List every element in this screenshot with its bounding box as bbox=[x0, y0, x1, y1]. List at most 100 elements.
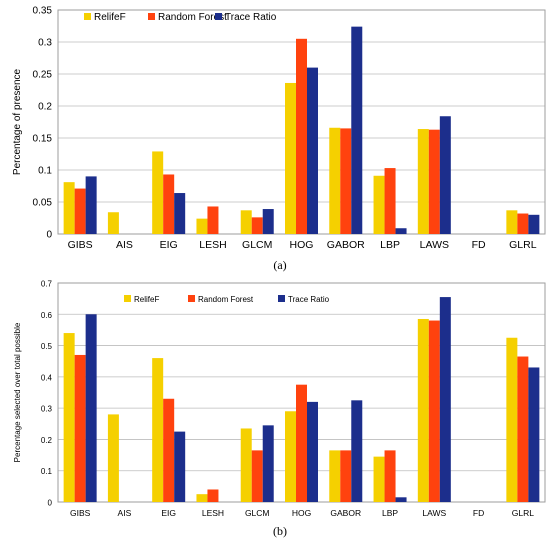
bar bbox=[152, 151, 164, 234]
y-tick-label: 0.15 bbox=[33, 134, 53, 145]
x-tick-label: EIG bbox=[161, 508, 176, 518]
y-axis-label: Percentage of presence bbox=[12, 68, 23, 175]
legend-swatch bbox=[148, 13, 155, 20]
x-tick-label: GIBS bbox=[70, 508, 91, 518]
x-tick-label: LBP bbox=[380, 239, 400, 251]
bar bbox=[528, 367, 540, 502]
bar bbox=[240, 210, 252, 234]
x-tick-label: GLRL bbox=[509, 239, 537, 251]
bar bbox=[163, 398, 175, 502]
bar bbox=[373, 175, 385, 234]
bar bbox=[207, 206, 219, 234]
x-tick-label: AIS bbox=[118, 508, 132, 518]
panel-caption-b: (b) bbox=[273, 524, 287, 538]
bar bbox=[395, 497, 407, 502]
x-tick-label: LESH bbox=[202, 508, 224, 518]
chart-b: 0 0.1 0.2 0.3 0.4 0.5 0.6 0.7 Percentage selecte… bbox=[13, 280, 546, 518]
bar bbox=[196, 494, 208, 502]
y-tick-label: 0.2 bbox=[38, 102, 52, 113]
bar bbox=[351, 26, 363, 234]
bar bbox=[74, 188, 86, 234]
x-tick-label: FD bbox=[473, 508, 484, 518]
x-tick-label: LESH bbox=[199, 239, 226, 251]
legend-swatch bbox=[84, 13, 91, 20]
legend-label: Trace Ratio bbox=[225, 12, 277, 23]
y-tick-label: 0.6 bbox=[41, 311, 53, 320]
x-tick-label: HOG bbox=[292, 508, 311, 518]
bar bbox=[428, 320, 440, 502]
bar bbox=[428, 129, 440, 234]
x-tick-label: GLRL bbox=[512, 508, 534, 518]
bar bbox=[251, 450, 263, 502]
bar bbox=[152, 358, 164, 502]
y-axis-label: Percentage selected over total possible bbox=[13, 322, 22, 462]
bar bbox=[439, 297, 451, 502]
bar bbox=[107, 414, 119, 502]
x-tick-label: LBP bbox=[382, 508, 398, 518]
legend-swatch bbox=[278, 295, 285, 302]
legend-label: RelifeF bbox=[134, 295, 159, 304]
legend-label: Trace Ratio bbox=[288, 295, 330, 304]
bar bbox=[240, 428, 252, 502]
x-tick-label: HOG bbox=[290, 239, 314, 251]
y-tick-label: 0 bbox=[48, 499, 53, 508]
y-tick-label: 0 bbox=[46, 230, 52, 241]
x-tick-label: AIS bbox=[116, 239, 133, 251]
y-tick-label: 0.1 bbox=[41, 467, 53, 476]
y-tick-label: 0.5 bbox=[41, 342, 53, 351]
bar bbox=[285, 411, 296, 502]
y-tick-label: 0.7 bbox=[41, 280, 53, 289]
bar bbox=[384, 450, 396, 502]
y-tick-label: 0.3 bbox=[38, 38, 52, 49]
y-tick-label: 0.2 bbox=[41, 436, 53, 445]
bar bbox=[85, 176, 97, 234]
bar bbox=[285, 82, 296, 235]
x-tick-label: FD bbox=[472, 239, 486, 251]
bar bbox=[196, 218, 208, 234]
bar bbox=[296, 38, 307, 234]
bar bbox=[63, 333, 75, 502]
bar bbox=[251, 217, 263, 234]
bar bbox=[351, 400, 363, 502]
x-tick-label: GIBS bbox=[68, 239, 93, 251]
panel-caption-a: (a) bbox=[273, 258, 287, 272]
x-tick-label: GLCM bbox=[242, 239, 272, 251]
bar bbox=[163, 174, 175, 234]
bar bbox=[439, 116, 451, 234]
bar bbox=[417, 318, 429, 502]
bar bbox=[329, 127, 341, 234]
legend-label: Random Forest bbox=[158, 12, 227, 23]
bar bbox=[329, 450, 341, 502]
bar bbox=[85, 314, 97, 502]
bar bbox=[517, 213, 529, 234]
bar bbox=[528, 214, 540, 234]
y-tick-label: 0.4 bbox=[41, 373, 53, 382]
bar bbox=[517, 356, 529, 502]
x-tick-label: GLCM bbox=[245, 508, 270, 518]
x-tick-label: EIG bbox=[160, 239, 178, 251]
bar bbox=[296, 384, 307, 502]
bar bbox=[506, 337, 518, 502]
bar bbox=[417, 129, 429, 234]
legend-label: Random Forest bbox=[198, 295, 254, 304]
bar bbox=[74, 354, 86, 502]
bar bbox=[340, 128, 352, 234]
x-tick-label: GABOR bbox=[327, 239, 365, 251]
bar bbox=[307, 67, 318, 234]
bar bbox=[395, 228, 407, 234]
bar bbox=[307, 401, 318, 502]
y-tick-label: 0.05 bbox=[33, 198, 53, 209]
legend-swatch bbox=[215, 13, 222, 20]
bar bbox=[506, 210, 518, 234]
y-tick-label: 0.1 bbox=[38, 166, 52, 177]
x-tick-label: LAWS bbox=[422, 508, 446, 518]
y-tick-label: 0.3 bbox=[41, 405, 53, 414]
legend-label: RelifeF bbox=[94, 12, 126, 23]
y-tick-label: 0.35 bbox=[33, 6, 53, 17]
bar bbox=[174, 193, 186, 234]
bar bbox=[207, 489, 219, 502]
bar bbox=[107, 212, 119, 234]
y-tick-label: 0.25 bbox=[33, 70, 53, 81]
bar bbox=[340, 450, 352, 502]
